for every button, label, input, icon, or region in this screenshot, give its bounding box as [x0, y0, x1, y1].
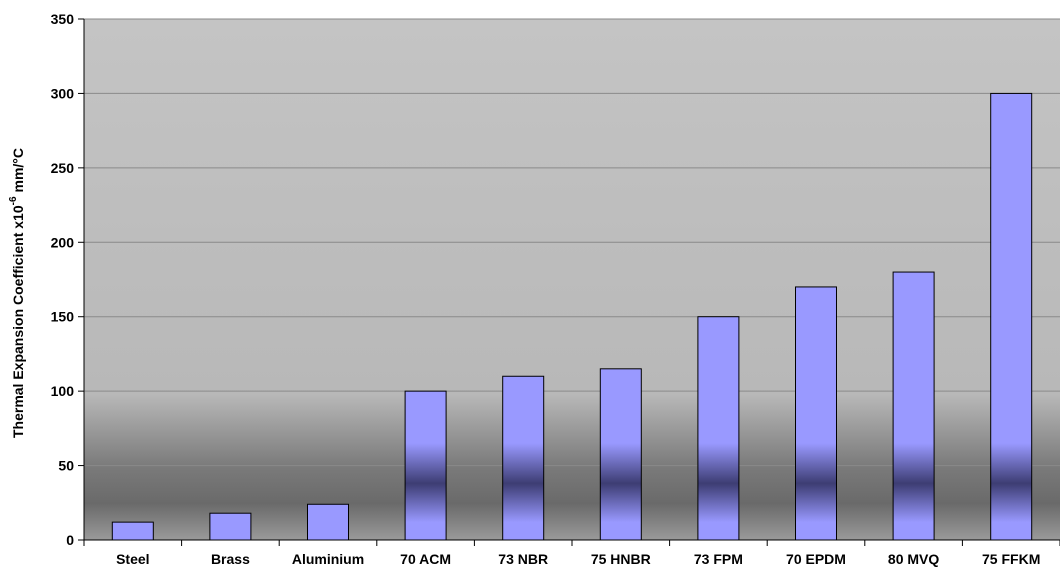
x-tick-labels: Steel Brass Aluminium 70 ACM 73 NBR 75 HNBR 73…: [116, 551, 1040, 567]
x-tick-label: Brass: [211, 551, 250, 567]
y-tick-labels: 0 50 100 150 200 250 300 350: [51, 11, 75, 548]
x-tick-label: Steel: [116, 551, 149, 567]
bars: [111, 92, 1033, 541]
bar-73-nbr: [502, 375, 545, 541]
y-axis-title: Thermal Expansion Coefficient x10-6mm/°C: [8, 148, 26, 438]
axes: [78, 18, 1060, 546]
bar-73-fpm: [697, 316, 740, 541]
bar-70-epdm: [795, 286, 837, 541]
y-tick-label: 100: [51, 383, 75, 399]
y-tick-label: 300: [51, 85, 75, 101]
x-tick-label: 73 NBR: [498, 551, 548, 567]
x-tick-label: 73 FPM: [694, 551, 743, 567]
x-tick-label: 75 FFKM: [982, 551, 1040, 567]
bar-75-ffkm: [990, 92, 1033, 541]
x-tick-label: 70 ACM: [400, 551, 451, 567]
bar-70-acm: [404, 390, 447, 541]
x-tick-label: 80 MVQ: [888, 551, 939, 567]
y-tick-label: 350: [51, 11, 75, 27]
x-tick-label: Aluminium: [292, 551, 364, 567]
y-tick-label: 200: [51, 234, 75, 250]
y-tick-label: 250: [51, 160, 75, 176]
y-tick-label: 50: [58, 458, 74, 474]
y-tick-label: 150: [51, 309, 75, 325]
x-tick-label: 70 EPDM: [786, 551, 846, 567]
bar-aluminium: [307, 503, 349, 541]
gridlines: [84, 18, 1060, 467]
bar-75-hnbr: [599, 368, 642, 541]
bar-80-mvq: [892, 271, 935, 541]
y-tick-label: 0: [66, 532, 74, 548]
x-tick-label: 75 HNBR: [591, 551, 651, 567]
bar-brass: [209, 512, 252, 541]
bar-steel: [111, 521, 154, 541]
